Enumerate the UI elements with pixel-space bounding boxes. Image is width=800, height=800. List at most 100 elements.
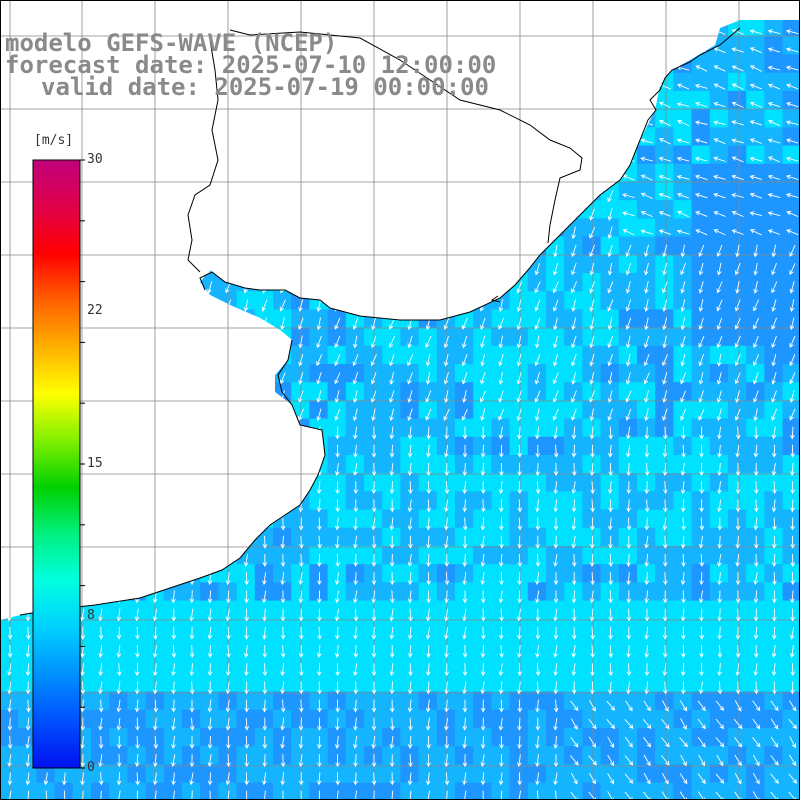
wind-arrow (279, 372, 286, 385)
wind-arrow (735, 426, 741, 440)
speed-cell (182, 728, 201, 747)
speed-cell (728, 127, 747, 147)
speed-cell (618, 327, 638, 347)
wind-arrow (407, 354, 414, 367)
speed-cell (436, 382, 456, 401)
speed-cell (364, 655, 383, 674)
speed-cell (728, 473, 747, 492)
speed-cell (436, 436, 456, 456)
speed-cell (746, 582, 765, 602)
wind-arrow (571, 335, 577, 349)
wind-arrow (316, 354, 323, 367)
speed-cell (418, 637, 438, 656)
wind-arrow (772, 572, 777, 586)
speed-cell (527, 746, 547, 765)
wind-arrow (225, 572, 231, 586)
wind-arrow (171, 608, 177, 622)
wind-arrow (789, 372, 796, 385)
wind-arrow (298, 390, 304, 403)
speed-cell (418, 655, 438, 674)
speed-cell (637, 691, 656, 711)
speed-cell (473, 327, 492, 347)
wind-arrow (480, 408, 486, 422)
wind-arrow (571, 353, 577, 367)
wind-arrow (753, 517, 759, 531)
speed-cell (345, 509, 365, 529)
speed-cell (491, 746, 511, 765)
speed-cell (491, 782, 511, 800)
wind-arrow (517, 590, 522, 604)
speed-cell (709, 618, 729, 638)
wind-arrow (298, 408, 304, 421)
wind-arrow (498, 390, 504, 403)
wind-arrow (662, 354, 668, 367)
wind-arrow (571, 499, 577, 513)
wind-arrow (207, 717, 213, 731)
wind-arrow (699, 462, 704, 476)
wind-arrow (335, 717, 340, 731)
wind-arrow (753, 681, 759, 695)
wind-arrow (317, 608, 322, 622)
wind-arrow (771, 535, 777, 549)
wind-arrow (498, 663, 504, 677)
wind-arrow (535, 699, 540, 713)
speed-cell (564, 637, 583, 656)
wind-arrow (261, 299, 268, 312)
speed-cell (728, 327, 747, 347)
wind-arrow (189, 736, 195, 749)
wind-arrow (353, 553, 359, 567)
speed-cell (600, 436, 620, 456)
wind-arrow (640, 229, 653, 235)
wind-arrow (717, 626, 722, 640)
speed-cell (327, 400, 347, 420)
speed-cell (309, 491, 329, 511)
wind-arrow (425, 717, 431, 731)
speed-cell (655, 709, 674, 729)
speed-cell (509, 582, 529, 602)
wind-arrow (353, 572, 358, 586)
wind-arrow (680, 353, 686, 367)
wind-arrow (789, 390, 795, 403)
wind-arrow (135, 626, 140, 640)
wind-arrow (371, 663, 377, 677)
wind-arrow (25, 681, 31, 695)
wind-arrow (695, 192, 708, 199)
speed-cell (527, 764, 547, 784)
speed-cell (637, 746, 656, 765)
speed-cell (546, 655, 565, 674)
speed-cell (600, 291, 620, 310)
speed-cell (600, 473, 620, 492)
speed-cell (455, 709, 474, 729)
speed-cell (546, 309, 565, 329)
wind-arrow (207, 590, 213, 604)
wind-arrow (316, 299, 322, 313)
wind-arrow (425, 663, 431, 677)
wind-arrow (658, 138, 671, 145)
wind-arrow (753, 390, 759, 403)
wind-arrow (499, 517, 504, 531)
wind-arrow (534, 299, 541, 312)
wind-arrow (370, 390, 377, 403)
wind-arrow (622, 229, 635, 236)
speed-cell (273, 564, 292, 583)
wind-arrow (553, 426, 558, 440)
wind-arrow (426, 754, 431, 768)
wind-arrow (676, 156, 690, 162)
speed-cell (400, 345, 420, 365)
wind-arrow (553, 535, 559, 549)
speed-cell (618, 546, 638, 565)
speed-cell (564, 728, 583, 747)
wind-arrow (299, 626, 304, 640)
speed-cell (473, 345, 492, 365)
wind-arrow (731, 101, 744, 108)
speed-cell (673, 691, 693, 711)
wind-arrow (134, 663, 140, 677)
speed-cell (109, 691, 128, 711)
wind-arrow (717, 590, 722, 604)
speed-cell (546, 709, 565, 729)
speed-cell (509, 637, 529, 656)
speed-cell (91, 782, 110, 800)
wind-arrow (389, 608, 395, 622)
speed-cell (582, 582, 602, 602)
speed-cell (600, 309, 620, 329)
